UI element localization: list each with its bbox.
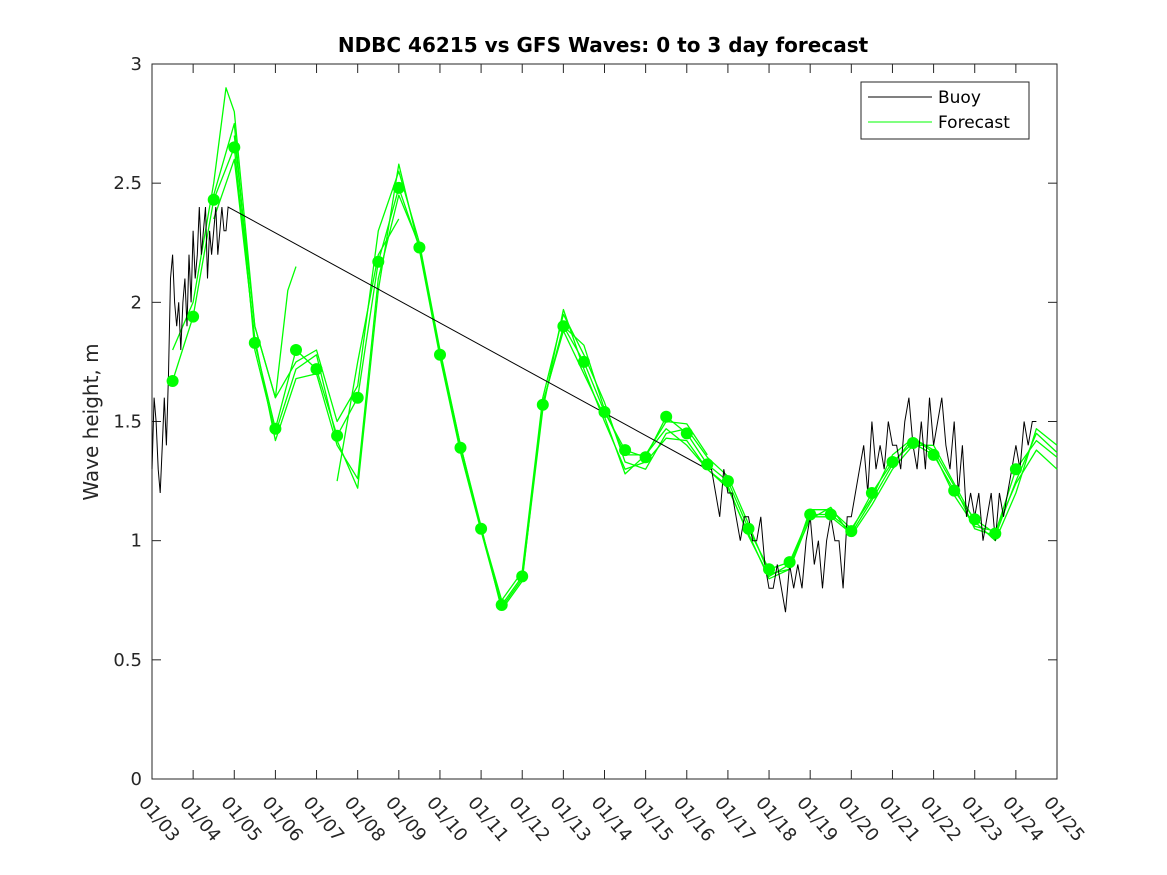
y-tick-label: 0.5 bbox=[113, 650, 142, 671]
x-tick-label: 01/24 bbox=[998, 793, 1047, 846]
forecast-marker bbox=[865, 487, 878, 499]
forecast-marker bbox=[598, 406, 611, 418]
forecast-marker bbox=[804, 508, 817, 521]
legend-label-buoy: Buoy bbox=[938, 88, 981, 108]
forecast-marker bbox=[968, 513, 981, 526]
forecast-line bbox=[336, 218, 400, 482]
forecast-marker bbox=[886, 456, 899, 468]
forecast-line bbox=[562, 325, 708, 456]
plot-area: 00.511.522.5301/0301/0401/0501/0601/0701… bbox=[113, 54, 1088, 846]
y-tick-label: 2.5 bbox=[113, 173, 142, 194]
forecast-marker bbox=[248, 336, 261, 349]
forecast-marker bbox=[187, 310, 200, 323]
buoy-line bbox=[151, 206, 1037, 613]
x-tick-label: 01/12 bbox=[504, 793, 553, 846]
forecast-marker bbox=[207, 193, 220, 206]
forecast-marker bbox=[475, 522, 488, 535]
forecast-marker bbox=[331, 429, 344, 442]
forecast-marker bbox=[680, 427, 693, 440]
forecast-marker bbox=[536, 398, 549, 411]
y-tick-label: 0 bbox=[131, 769, 142, 790]
x-tick-label: 01/22 bbox=[916, 793, 965, 846]
x-tick-label: 01/14 bbox=[587, 793, 636, 846]
forecast-marker bbox=[454, 441, 467, 454]
forecast-marker bbox=[413, 241, 426, 254]
x-tick-label: 01/09 bbox=[381, 793, 430, 846]
forecast-marker bbox=[619, 444, 632, 457]
legend-label-forecast: Forecast bbox=[938, 113, 1010, 133]
forecast-marker bbox=[660, 410, 673, 423]
forecast-marker bbox=[351, 391, 364, 404]
forecast-marker bbox=[392, 181, 405, 194]
x-tick-label: 01/21 bbox=[875, 793, 924, 846]
x-tick-label: 01/04 bbox=[175, 793, 224, 846]
y-tick-label: 1.5 bbox=[113, 412, 142, 433]
x-tick-label: 01/11 bbox=[463, 793, 512, 846]
forecast-marker bbox=[721, 475, 734, 488]
y-tick-label: 1 bbox=[131, 531, 142, 552]
forecast-marker bbox=[948, 484, 961, 497]
legend-box bbox=[860, 81, 1030, 140]
x-tick-label: 01/23 bbox=[957, 793, 1006, 846]
x-tick-label: 01/25 bbox=[1039, 793, 1088, 846]
forecast-marker bbox=[290, 344, 302, 356]
forecast-marker bbox=[701, 458, 714, 471]
x-tick-label: 01/07 bbox=[299, 793, 348, 846]
forecast-marker bbox=[310, 363, 323, 376]
forecast-line bbox=[213, 158, 1058, 611]
forecast-marker bbox=[516, 570, 529, 583]
y-tick-label: 3 bbox=[131, 54, 142, 75]
x-tick-label: 01/13 bbox=[546, 793, 595, 846]
x-tick-label: 01/19 bbox=[792, 793, 841, 846]
forecast-marker bbox=[824, 508, 837, 521]
x-tick-label: 01/15 bbox=[628, 793, 677, 846]
forecast-line bbox=[213, 122, 1058, 609]
x-tick-label: 01/17 bbox=[710, 793, 759, 846]
forecast-marker bbox=[269, 422, 282, 435]
y-tick-label: 2 bbox=[131, 292, 142, 313]
forecast-marker bbox=[845, 525, 858, 538]
forecast-marker bbox=[557, 320, 570, 333]
forecast-marker bbox=[495, 599, 508, 611]
x-tick-label: 01/06 bbox=[258, 793, 307, 846]
x-tick-label: 01/03 bbox=[134, 793, 183, 846]
x-tick-label: 01/18 bbox=[751, 793, 800, 846]
y-axis-label: Wave height, m bbox=[79, 343, 103, 500]
chart-title: NDBC 46215 vs GFS Waves: 0 to 3 day fore… bbox=[338, 33, 869, 57]
forecast-marker bbox=[166, 375, 179, 387]
x-tick-label: 01/08 bbox=[340, 793, 389, 846]
forecast-marker bbox=[228, 141, 241, 154]
x-tick-label: 01/16 bbox=[669, 793, 718, 846]
x-tick-label: 01/10 bbox=[422, 793, 471, 846]
forecast-marker bbox=[372, 255, 385, 268]
forecast-marker bbox=[434, 348, 446, 361]
forecast-marker bbox=[1009, 463, 1022, 476]
x-tick-label: 01/20 bbox=[833, 793, 882, 846]
forecast-marker bbox=[783, 556, 796, 569]
forecast-line bbox=[233, 135, 297, 399]
forecast-marker bbox=[927, 448, 940, 461]
forecast-marker bbox=[907, 437, 919, 449]
forecast-marker bbox=[989, 527, 1002, 540]
forecast-marker bbox=[763, 563, 775, 576]
forecast-marker bbox=[639, 451, 652, 464]
forecast-line bbox=[172, 87, 1058, 601]
x-tick-label: 01/05 bbox=[216, 793, 265, 846]
forecast-marker bbox=[742, 522, 755, 535]
forecast-marker bbox=[577, 355, 590, 368]
legend: Buoy Forecast bbox=[860, 81, 1030, 140]
